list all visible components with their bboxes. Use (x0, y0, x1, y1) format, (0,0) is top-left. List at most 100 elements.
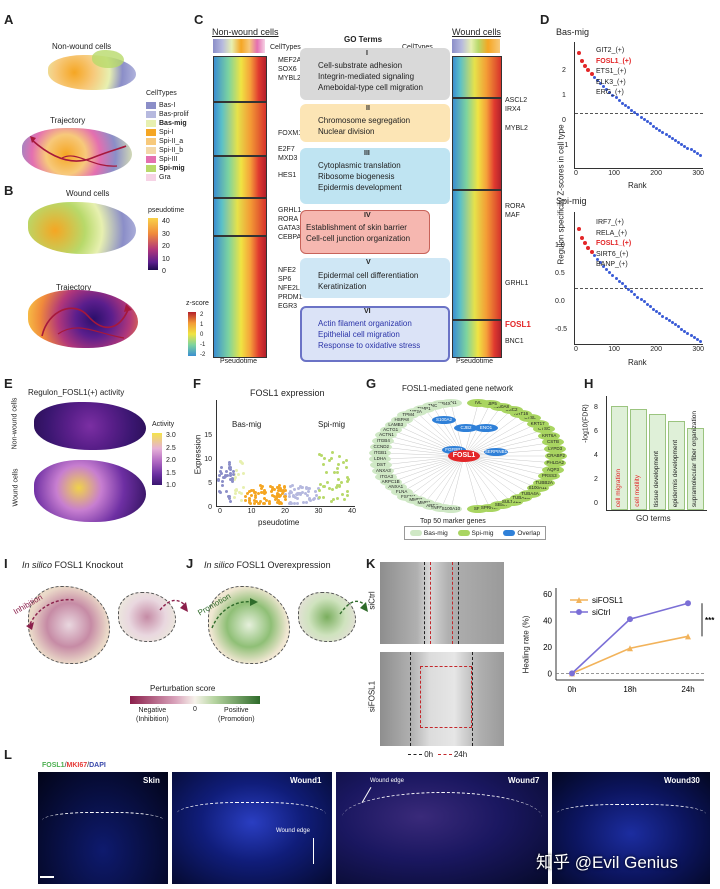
rank-dot (667, 134, 671, 138)
d-top-yticks: 2 1 0 -1 (562, 67, 569, 149)
go-bar: tissue development (649, 413, 666, 510)
rank-dot (636, 113, 640, 117)
expression-point (228, 474, 232, 478)
k-series-point (627, 616, 633, 623)
rank-dot (655, 309, 659, 313)
rank-dot (605, 88, 609, 92)
j-arrows (211, 598, 368, 629)
gene-node: CTSL (518, 414, 541, 423)
regulon-label: GIT2_(+) (596, 47, 625, 54)
network-edge (463, 455, 479, 510)
pseudotime-legend-title: pseudotime (148, 207, 185, 214)
network-edge (463, 418, 531, 457)
perturb-title: Perturbation score (150, 684, 216, 693)
j-umap-right (298, 592, 356, 642)
f-right-tag: Spi-mig (318, 420, 346, 429)
f-plot (216, 400, 355, 507)
expression-point (263, 496, 267, 500)
expression-point (273, 495, 277, 498)
rank-dot (658, 128, 662, 132)
gene-node: LAMB3 (384, 420, 407, 429)
expression-point (299, 485, 303, 489)
k-ytick: 0 (548, 669, 553, 678)
expression-point (321, 484, 325, 488)
expression-point (338, 484, 342, 488)
gene-node: KRT16 (510, 409, 533, 418)
l-tile-skin (38, 772, 168, 884)
rank-dot (664, 132, 668, 136)
gene-node: HSPA8 (390, 415, 413, 424)
c-left-genes-4: HES1 (278, 172, 297, 179)
rank-dot (686, 146, 690, 150)
expression-point (225, 474, 229, 478)
celltype-legend-item: Bas-I (146, 101, 194, 110)
expression-point (283, 488, 287, 492)
expression-point (233, 477, 237, 481)
regulon-label: FOSL1_(+) (596, 57, 632, 65)
e-top-side: Non-wound cells (11, 397, 19, 450)
k-xtick: 18h (623, 685, 636, 694)
rank-dot (661, 314, 665, 318)
expression-point (313, 496, 317, 500)
expression-point (305, 487, 309, 491)
go-module-4 (300, 210, 430, 254)
go-bar: cell migration (611, 406, 628, 510)
wound-umap-title: Wound cells (66, 189, 110, 198)
gene-node: DST (370, 461, 393, 470)
expression-point (220, 479, 224, 483)
overlap-gene-node: ENO1 (474, 424, 498, 432)
regulon-label: ETS1_(+) (596, 68, 627, 75)
expression-point (316, 486, 320, 490)
go-bar-label: epidermis development (672, 439, 679, 507)
go-bar-label: cell migration (615, 468, 622, 507)
celltype-legend-label: Spi-mig (159, 165, 185, 172)
go-terms-1: Cell-substrate adhesion Integrin-mediated… (318, 61, 423, 92)
expression-point (236, 473, 240, 477)
rank-dot-top (589, 250, 594, 255)
go-terms-5: Epidermal cell differentiation Keratiniza… (318, 271, 419, 291)
expression-point (232, 469, 236, 473)
go-module-1 (300, 48, 450, 100)
celltype-legend-item: Spi-II_a (146, 137, 194, 146)
expression-point (230, 478, 234, 482)
celltype-legend-swatch (146, 147, 156, 154)
expression-point (239, 491, 243, 495)
rank-dot (627, 106, 631, 110)
network-legend-item: Spi-mig (457, 530, 494, 537)
g-legend: Bas-mig Spi-mig Overlap (404, 526, 546, 540)
panel-label-f: F (193, 376, 201, 391)
expression-point (223, 476, 227, 480)
rank-dot-top (586, 68, 591, 73)
expression-point (345, 480, 349, 484)
network-edge (463, 455, 554, 470)
expression-point (270, 489, 274, 493)
network-edge (463, 455, 491, 508)
d-bottom-yticks: 1.0 0.5 0.0 -0.5 (555, 242, 568, 333)
rank-dot (677, 325, 681, 329)
l-tile-label-wound30: Wound30 (664, 776, 700, 785)
rank-dot (639, 298, 643, 302)
expression-point (258, 500, 262, 504)
go-num-2: II (366, 105, 370, 112)
gene-node: ANXA1 (384, 483, 407, 492)
network-edge (463, 455, 550, 477)
overlap-gene-node: SERPINB1 (484, 448, 508, 456)
e-bottom-side: Wound cells (12, 468, 20, 507)
k-row1-label: siCtrl (367, 591, 377, 610)
k-ylabel: Healing rate (%) (521, 615, 531, 674)
celltype-legend-swatch (146, 120, 156, 127)
trajectory-a-umap (22, 128, 132, 176)
c-left-genes-6: NFE2 SP6 NFE2L3 PRDM1 EGR3 (278, 267, 304, 310)
expression-point (276, 485, 280, 489)
expression-point (331, 451, 335, 455)
perturb-pos: Positive (Promotion) (218, 707, 255, 723)
go-module-6 (300, 306, 450, 362)
rank-dot-top (586, 246, 591, 251)
network-edge (415, 455, 465, 501)
celltype-legend-item: Bas-prolif (146, 110, 194, 119)
celltype-legend-item: Spi-II_b (146, 146, 194, 155)
c-right-heat-1 (452, 56, 502, 98)
panel-label-d: D (540, 12, 550, 27)
expression-point (318, 496, 322, 500)
